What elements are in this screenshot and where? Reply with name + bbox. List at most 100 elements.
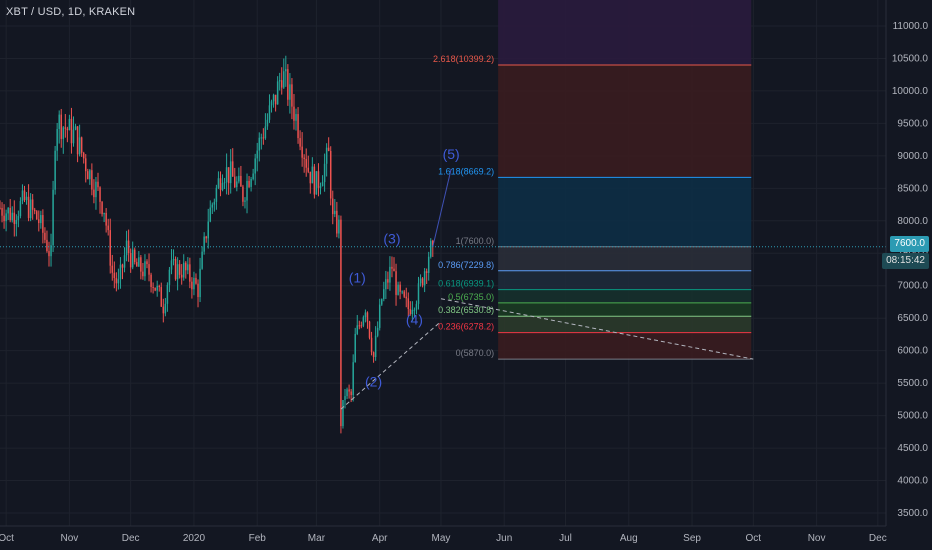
candle-body <box>129 253 132 268</box>
candle-body <box>360 325 363 327</box>
fib-zone <box>498 270 752 290</box>
candle-body <box>291 84 293 107</box>
candle-body <box>342 399 344 427</box>
candle-body <box>366 312 369 322</box>
candle-body <box>185 262 187 271</box>
candle-body <box>240 175 242 187</box>
candle-body <box>260 137 263 139</box>
candle-body <box>287 69 289 100</box>
candle-body <box>354 333 356 363</box>
candle-body <box>125 240 128 256</box>
candle-body <box>111 265 114 273</box>
candle-body <box>144 261 146 277</box>
fib-level-label: 0.786(7229.8) <box>438 260 494 270</box>
candle-body <box>305 158 307 168</box>
candle-body <box>311 166 314 184</box>
candle-body <box>123 255 126 268</box>
candle-body <box>329 151 332 199</box>
candle-body <box>31 199 34 210</box>
wave-label: (1) <box>349 269 366 285</box>
symbol-title: XBT / USD, 1D, KRAKEN <box>6 6 136 18</box>
candle-body <box>174 258 177 280</box>
candle-body <box>368 321 371 338</box>
candle-body <box>413 309 416 311</box>
candle-body <box>136 262 138 267</box>
fib-level-label: 0.382(6530.8) <box>438 305 494 315</box>
candle-body <box>146 261 148 265</box>
y-tick-label: 5500.0 <box>897 378 928 389</box>
candle-body <box>48 251 50 257</box>
candle-body <box>84 158 87 172</box>
candle-body <box>119 264 122 280</box>
x-tick-label: Apr <box>372 533 388 544</box>
fib-level-label: 0(5870.0) <box>456 348 495 358</box>
y-tick-label: 9000.0 <box>897 151 928 162</box>
candle-body <box>9 207 11 221</box>
candle-body <box>82 152 85 159</box>
candle-body <box>313 166 316 195</box>
candle-body <box>40 215 42 224</box>
candle-body <box>411 309 414 315</box>
candle-body <box>344 396 346 400</box>
y-tick-label: 11000.0 <box>893 21 929 32</box>
x-tick-label: Oct <box>746 533 762 544</box>
candle-body <box>138 257 140 267</box>
candle-body <box>201 251 203 269</box>
y-tick-label: 5000.0 <box>897 411 928 422</box>
candle-body <box>23 190 26 201</box>
candle-body <box>385 279 387 290</box>
y-tick-label: 7000.0 <box>897 281 928 292</box>
candle-body <box>140 257 142 272</box>
candle-body <box>244 200 246 202</box>
fib-level-label: 2.618(10399.2) <box>433 54 494 64</box>
candle-body <box>76 126 79 155</box>
y-tick-label: 8000.0 <box>897 216 928 227</box>
candle-body <box>268 105 271 120</box>
candle-body <box>172 258 175 261</box>
candle-body <box>238 175 240 182</box>
candle-body <box>376 327 379 336</box>
candle-body <box>38 219 40 224</box>
candle-body <box>68 118 71 131</box>
candle-body <box>80 137 83 153</box>
candle-body <box>383 289 385 300</box>
candle-body <box>272 94 275 102</box>
candle-body <box>91 170 93 190</box>
candle-body <box>252 173 254 180</box>
fib-level-label: 0.5(6735.0) <box>448 292 494 302</box>
candle-body <box>7 207 9 214</box>
candle-body <box>250 179 252 187</box>
candle-body <box>50 245 52 257</box>
fib-zone <box>498 246 752 271</box>
fib-level-label: 0.618(6939.1) <box>438 279 494 289</box>
candle-body <box>338 219 340 234</box>
candle-body <box>246 180 248 201</box>
candle-body <box>176 264 179 280</box>
candle-body <box>421 278 424 286</box>
candle-body <box>121 264 124 268</box>
candle-body <box>334 210 336 215</box>
candle-body <box>35 211 38 220</box>
x-tick-label: Jul <box>559 533 572 544</box>
candle-body <box>11 212 13 221</box>
x-tick-label: May <box>432 533 451 544</box>
candle-body <box>58 114 60 129</box>
wave-label: (4) <box>406 312 423 328</box>
candle-body <box>325 147 328 164</box>
candle-body <box>236 181 238 188</box>
y-tick-label: 3500.0 <box>897 508 928 519</box>
fib-zone <box>498 64 752 178</box>
candle-body <box>74 126 77 130</box>
candle-body <box>352 362 354 396</box>
y-tick-label: 10500.0 <box>892 53 929 64</box>
candle-body <box>195 277 197 284</box>
candle-body <box>193 277 195 290</box>
candle-body <box>297 114 299 139</box>
candle-body <box>417 283 420 304</box>
candle-body <box>378 304 381 328</box>
fib-level-label: 1(7600.0) <box>456 236 495 246</box>
fib-zone <box>498 289 752 303</box>
candle-body <box>25 196 28 201</box>
